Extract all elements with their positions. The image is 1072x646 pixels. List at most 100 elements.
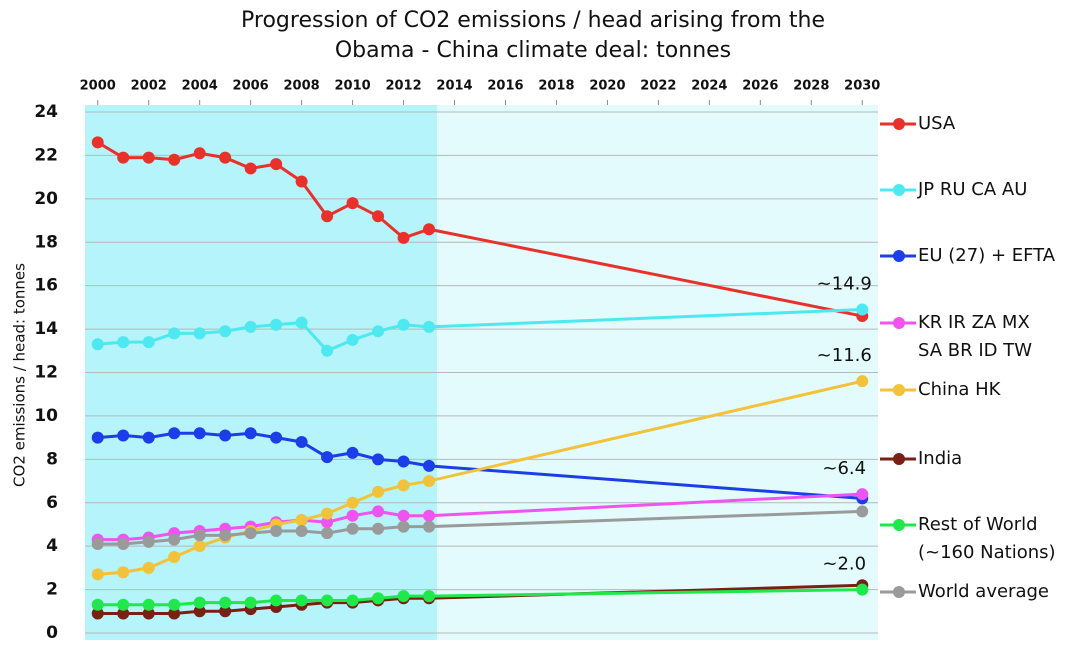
data-point: [168, 427, 181, 440]
legend-label: India: [918, 448, 963, 469]
data-point: [372, 325, 385, 338]
legend-marker: [893, 453, 905, 465]
data-point: [168, 598, 181, 611]
data-point: [244, 162, 257, 175]
legend-marker: [893, 384, 905, 396]
data-point: [168, 607, 181, 620]
data-point: [397, 479, 410, 492]
y-tick-label: 10: [34, 406, 58, 426]
data-point: [321, 210, 334, 223]
data-point: [295, 594, 308, 607]
y-tick-label: 8: [46, 449, 58, 469]
data-point: [117, 336, 130, 349]
data-point: [346, 522, 359, 535]
data-point: [168, 327, 181, 340]
data-point: [219, 429, 232, 442]
y-tick-label: 4: [46, 536, 58, 556]
data-point: [219, 605, 232, 618]
y-tick-label: 2: [46, 580, 58, 600]
data-point: [346, 446, 359, 459]
data-point: [270, 594, 283, 607]
data-point: [397, 520, 410, 533]
x-tick-label: 2000: [80, 79, 116, 94]
x-tick-label: 2016: [487, 79, 523, 94]
data-point: [168, 551, 181, 564]
data-point: [372, 453, 385, 466]
data-point: [423, 223, 436, 236]
data-point: [423, 509, 436, 522]
legend-label: China HK: [918, 379, 1001, 400]
data-point: [270, 318, 283, 331]
y-tick-label: 22: [34, 145, 58, 165]
data-point: [397, 590, 410, 603]
annotation: ~6.4: [822, 458, 866, 479]
data-point: [142, 431, 155, 444]
x-tick-label: 2004: [182, 79, 218, 94]
data-point: [193, 529, 206, 542]
data-point: [270, 158, 283, 171]
y-tick-label: 16: [34, 276, 58, 296]
data-point: [193, 596, 206, 609]
x-tick-label: 2014: [436, 79, 472, 94]
data-point: [168, 153, 181, 166]
data-point: [423, 520, 436, 533]
data-point: [244, 320, 257, 333]
legend-label: Rest of World (~160 Nations): [918, 514, 1056, 563]
data-point: [321, 594, 334, 607]
data-point: [321, 527, 334, 540]
y-tick-label: 6: [46, 493, 58, 513]
y-tick-label: 20: [34, 189, 58, 209]
data-point: [346, 333, 359, 346]
data-point: [142, 598, 155, 611]
data-point: [346, 594, 359, 607]
data-point: [91, 598, 104, 611]
x-tick-label: 2002: [131, 79, 167, 94]
data-point: [346, 496, 359, 509]
data-point: [168, 533, 181, 546]
x-tick-label: 2022: [640, 79, 676, 94]
x-tick-label: 2012: [385, 79, 421, 94]
data-point: [91, 537, 104, 550]
annotation: ~11.6: [817, 345, 872, 366]
data-point: [117, 429, 130, 442]
data-point: [372, 485, 385, 498]
legend-label: EU (27) + EFTA: [918, 245, 1056, 266]
data-point: [372, 522, 385, 535]
data-point: [397, 231, 410, 244]
data-point: [270, 524, 283, 537]
data-point: [117, 607, 130, 620]
legend-marker: [893, 184, 905, 196]
data-point: [244, 596, 257, 609]
y-tick-label: 24: [34, 102, 58, 122]
annotation: ~14.9: [817, 274, 872, 295]
data-point: [117, 537, 130, 550]
data-point: [856, 505, 869, 518]
x-tick-label: 2020: [589, 79, 625, 94]
chart-title: Progression of CO2 emissions / head aris…: [241, 8, 825, 63]
data-point: [142, 607, 155, 620]
data-point: [295, 524, 308, 537]
data-point: [397, 318, 410, 331]
data-point: [91, 607, 104, 620]
legend-marker: [893, 317, 905, 329]
x-tick-label: 2010: [334, 79, 370, 94]
data-point: [321, 507, 334, 520]
data-point: [117, 151, 130, 164]
data-point: [91, 136, 104, 149]
data-point: [91, 568, 104, 581]
data-point: [372, 210, 385, 223]
data-point: [91, 338, 104, 351]
legend-label: World average: [918, 581, 1049, 602]
annotation: ~2.0: [822, 554, 866, 575]
data-point: [372, 505, 385, 518]
x-tick-label: 2006: [233, 79, 269, 94]
data-point: [295, 435, 308, 448]
y-axis-label: CO2 emissions / head: tonnes: [11, 263, 29, 487]
x-tick-label: 2008: [284, 79, 320, 94]
legend-marker: [893, 250, 905, 262]
data-point: [856, 488, 869, 501]
y-tick-label: 12: [34, 363, 58, 383]
data-point: [423, 590, 436, 603]
data-point: [856, 303, 869, 316]
